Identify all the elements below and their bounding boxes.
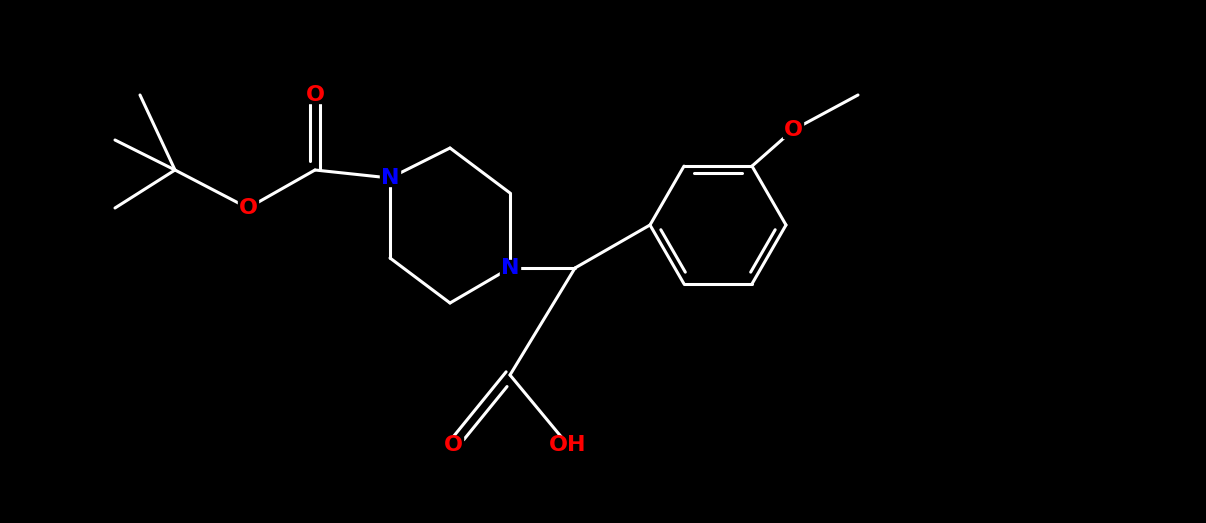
Text: O: O: [784, 120, 802, 140]
Bar: [552, 437, 584, 453]
Bar: [380, 170, 400, 186]
Text: O: O: [239, 198, 258, 218]
Text: N: N: [381, 168, 399, 188]
Bar: [500, 260, 520, 276]
Bar: [783, 122, 803, 138]
Bar: [443, 437, 463, 453]
Text: O: O: [444, 435, 462, 455]
Text: N: N: [500, 258, 520, 278]
Bar: [238, 200, 258, 216]
Text: O: O: [305, 85, 324, 105]
Bar: [305, 87, 324, 103]
Text: OH: OH: [549, 435, 587, 455]
